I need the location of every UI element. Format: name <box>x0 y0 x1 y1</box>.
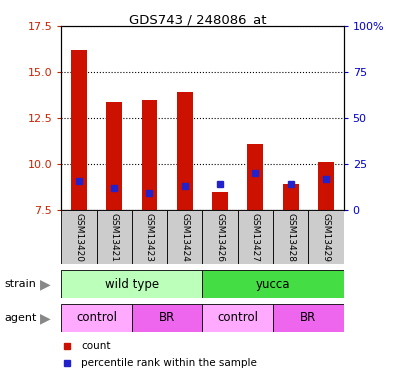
Bar <box>71 50 87 210</box>
Text: GSM13426: GSM13426 <box>216 213 225 262</box>
Bar <box>283 184 299 210</box>
Text: control: control <box>76 311 117 324</box>
Text: GSM13420: GSM13420 <box>74 213 83 262</box>
Text: GSM13427: GSM13427 <box>251 213 260 262</box>
Text: percentile rank within the sample: percentile rank within the sample <box>81 358 257 368</box>
Bar <box>202 270 344 298</box>
Bar <box>238 210 273 264</box>
Text: GSM13428: GSM13428 <box>286 213 295 262</box>
Bar <box>247 144 263 210</box>
Text: GSM13429: GSM13429 <box>322 213 331 262</box>
Bar <box>61 210 96 264</box>
Bar <box>106 102 122 210</box>
Text: count: count <box>81 341 111 351</box>
Bar <box>177 92 193 210</box>
Bar <box>132 210 167 264</box>
Text: control: control <box>217 311 258 324</box>
Bar <box>273 304 344 332</box>
Text: GDS743 / 248086_at: GDS743 / 248086_at <box>129 13 266 26</box>
Bar <box>318 162 334 210</box>
Bar <box>212 192 228 210</box>
Text: ▶: ▶ <box>40 311 51 325</box>
Text: agent: agent <box>4 313 36 323</box>
Bar <box>273 210 308 264</box>
Text: GSM13424: GSM13424 <box>180 213 189 262</box>
Bar <box>167 210 202 264</box>
Bar <box>202 304 273 332</box>
Text: yucca: yucca <box>256 278 290 291</box>
Bar <box>132 304 202 332</box>
Bar <box>61 270 202 298</box>
Bar <box>308 210 344 264</box>
Bar <box>96 210 132 264</box>
Text: ▶: ▶ <box>40 277 51 291</box>
Bar <box>61 304 132 332</box>
Text: BR: BR <box>300 311 316 324</box>
Text: wild type: wild type <box>105 278 159 291</box>
Bar <box>202 210 238 264</box>
Text: GSM13421: GSM13421 <box>110 213 118 262</box>
Text: BR: BR <box>159 311 175 324</box>
Text: strain: strain <box>4 279 36 289</box>
Text: GSM13423: GSM13423 <box>145 213 154 262</box>
Bar <box>141 100 158 210</box>
